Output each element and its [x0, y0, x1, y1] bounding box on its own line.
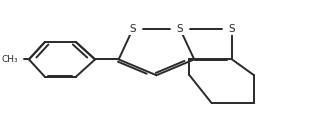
- Text: S: S: [130, 24, 136, 34]
- Text: S: S: [229, 24, 235, 34]
- Text: S: S: [177, 24, 183, 34]
- Text: CH₃: CH₃: [2, 55, 18, 64]
